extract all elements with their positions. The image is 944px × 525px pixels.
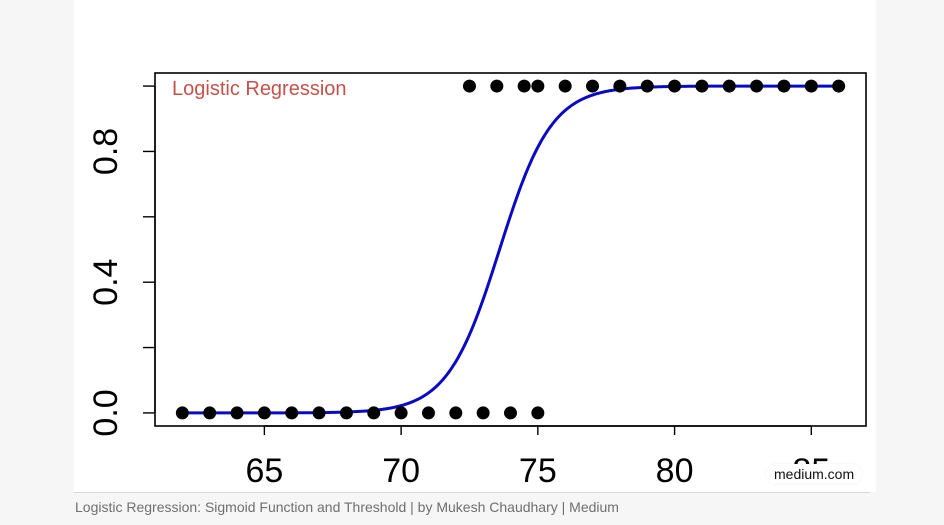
data-point-7	[367, 406, 381, 420]
data-point-11	[476, 406, 490, 420]
data-point-6	[339, 406, 353, 420]
chart-annotation: Logistic Regression	[172, 78, 347, 100]
source-badge[interactable]: medium.com	[766, 464, 863, 484]
data-point-10	[449, 406, 463, 420]
data-point-20	[613, 79, 627, 93]
x-tick-label-80: 80	[656, 452, 694, 490]
data-point-18	[558, 79, 572, 93]
data-point-4	[285, 406, 299, 420]
image-caption[interactable]: Logistic Regression: Sigmoid Function an…	[75, 499, 619, 515]
data-point-23	[695, 79, 709, 93]
y-tick-label-0: 0.0	[87, 389, 125, 436]
plot-frame	[154, 72, 867, 427]
data-point-17	[531, 79, 545, 93]
data-point-26	[777, 79, 791, 93]
axes-layer: 65707580850.00.40.8	[87, 72, 867, 490]
y-tick-label-2: 0.4	[87, 259, 125, 306]
points-layer	[175, 79, 846, 420]
logistic-regression-chart: 65707580850.00.40.8 Logistic Regression	[87, 72, 867, 490]
data-point-19	[586, 79, 600, 93]
x-tick-label-65: 65	[245, 452, 283, 490]
logistic-fit-curve	[182, 84, 839, 415]
data-point-27	[804, 79, 818, 93]
data-point-13	[531, 406, 545, 420]
caption-divider	[74, 492, 870, 493]
data-point-2	[230, 406, 244, 420]
data-point-14	[462, 79, 476, 93]
curve-layer	[182, 84, 839, 415]
x-tick-label-70: 70	[382, 452, 420, 490]
data-point-16	[517, 79, 531, 93]
data-point-12	[504, 406, 517, 420]
data-point-0	[175, 406, 189, 420]
data-point-9	[421, 406, 435, 420]
chart-card: 65707580850.00.40.8 Logistic Regression	[74, 0, 876, 492]
data-point-1	[203, 406, 217, 420]
data-point-22	[668, 79, 682, 93]
data-point-25	[750, 79, 764, 93]
y-tick-label-4: 0.8	[87, 128, 125, 175]
data-point-8	[394, 406, 408, 420]
data-point-5	[312, 406, 326, 420]
data-point-24	[722, 79, 736, 93]
data-point-3	[257, 406, 271, 420]
x-tick-label-75: 75	[519, 452, 557, 490]
data-point-28	[832, 79, 846, 93]
data-point-15	[490, 79, 504, 93]
data-point-21	[640, 79, 654, 93]
